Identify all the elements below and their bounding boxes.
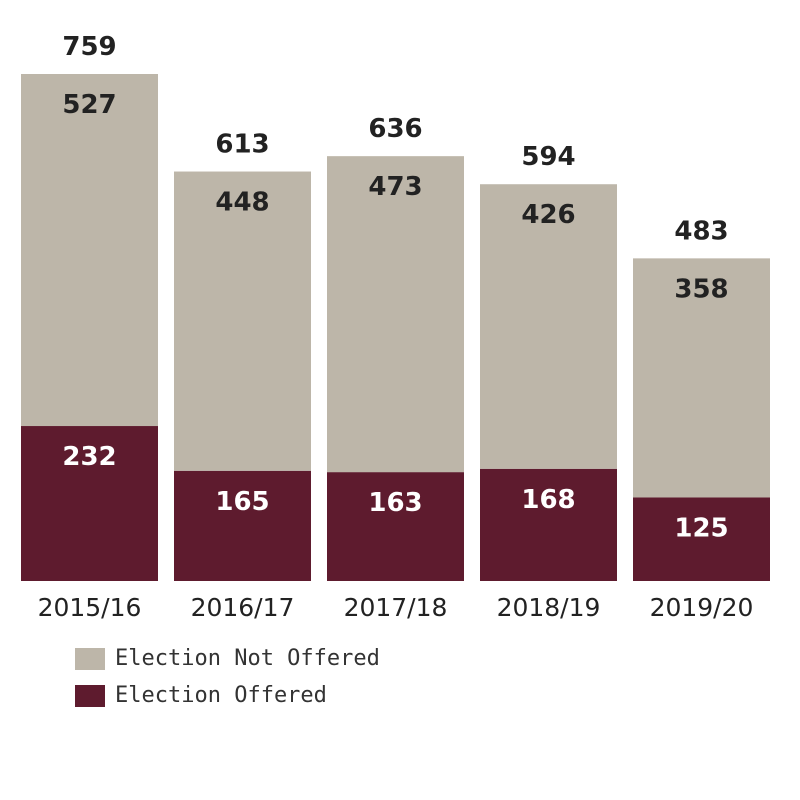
legend-item-offered: Election Offered	[75, 677, 380, 714]
data-label-total: 636	[368, 114, 422, 144]
data-label-not-offered: 448	[215, 188, 269, 218]
legend-swatch-offered	[75, 684, 105, 707]
bar-segment-offered	[21, 426, 158, 581]
x-tick-label: 2015/16	[38, 593, 142, 622]
x-tick-label: 2018/19	[497, 593, 601, 622]
legend-swatch-not-offered	[75, 647, 105, 670]
x-tick-label: 2019/20	[650, 593, 754, 622]
data-label-not-offered: 473	[368, 172, 422, 202]
data-label-total: 594	[521, 142, 575, 172]
data-label-total: 483	[674, 216, 728, 246]
data-label-total: 759	[62, 32, 116, 62]
bar-segment-not-offered	[174, 171, 311, 471]
data-label-offered: 232	[62, 442, 116, 472]
legend-label-offered: Election Offered	[115, 683, 327, 708]
x-tick-label: 2016/17	[191, 593, 295, 622]
bar-segment-not-offered	[21, 74, 158, 427]
bar-segment-offered	[174, 470, 311, 581]
data-label-offered: 125	[674, 514, 728, 544]
data-label-offered: 165	[215, 487, 269, 517]
data-label-not-offered: 527	[62, 90, 116, 120]
bar-segment-not-offered	[327, 156, 464, 473]
legend-item-not-offered: Election Not Offered	[75, 640, 380, 677]
data-label-offered: 168	[521, 485, 575, 515]
x-tick-label: 2017/18	[344, 593, 448, 622]
data-label-not-offered: 358	[674, 274, 728, 304]
legend: Election Not Offered Election Offered	[75, 640, 380, 714]
bar-segment-offered	[327, 472, 464, 581]
bar-segment-offered	[633, 497, 770, 581]
data-label-offered: 163	[368, 488, 422, 518]
legend-label-not-offered: Election Not Offered	[115, 646, 380, 671]
bar-segment-offered	[480, 468, 617, 581]
bar-segment-not-offered	[480, 184, 617, 469]
data-label-not-offered: 426	[521, 200, 575, 230]
bar-segment-not-offered	[633, 258, 770, 498]
data-label-total: 613	[215, 130, 269, 160]
